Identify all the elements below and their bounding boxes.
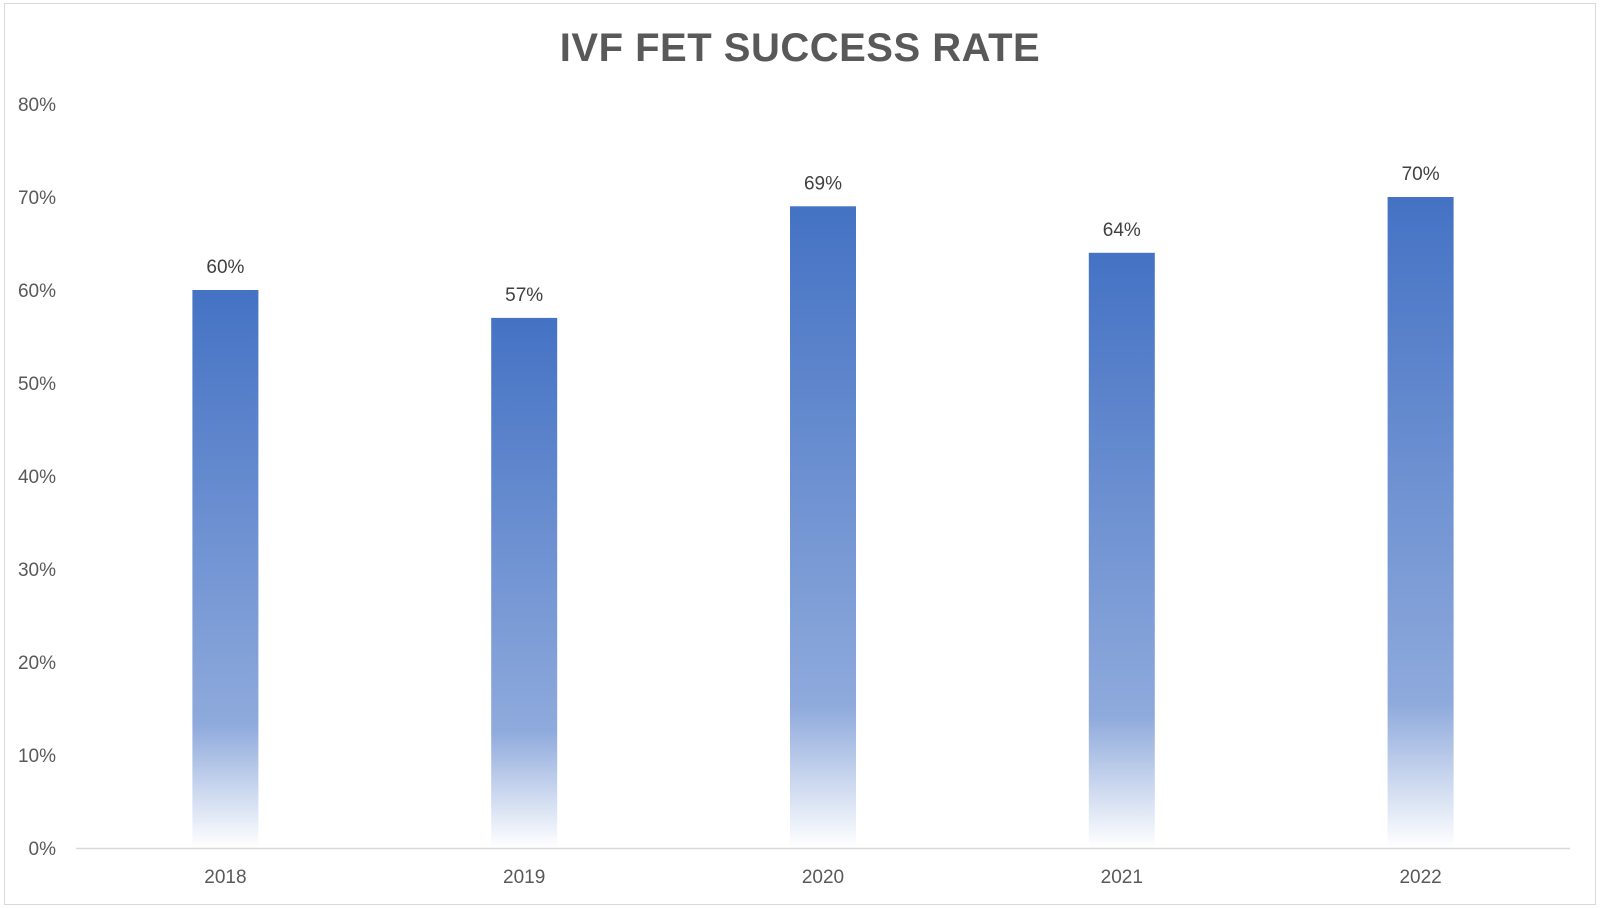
y-tick-label: 70% — [18, 188, 56, 209]
data-labels: 60% 57% 69% 64% 70% — [206, 164, 1439, 306]
y-tick-label: 40% — [18, 467, 56, 488]
data-label: 60% — [206, 257, 244, 278]
x-tick-label: 2019 — [503, 867, 545, 888]
x-tick-label: 2021 — [1101, 867, 1143, 888]
x-axis-tick-labels: 2018 2019 2020 2021 2022 — [204, 867, 1441, 888]
data-label: 57% — [505, 285, 543, 306]
y-tick-label: 20% — [18, 653, 56, 674]
bar-2022 — [1387, 197, 1454, 848]
data-label: 64% — [1103, 220, 1141, 241]
y-tick-label: 10% — [18, 746, 56, 767]
data-label: 69% — [804, 173, 842, 194]
x-tick-label: 2020 — [802, 867, 844, 888]
y-tick-label: 30% — [18, 560, 56, 581]
bar-2020 — [790, 206, 856, 849]
y-tick-label: 80% — [18, 95, 56, 116]
bar-series — [192, 197, 1454, 849]
y-axis-tick-labels: 0% 10% 20% 30% 40% 50% 60% 70% 80% — [18, 95, 56, 860]
x-tick-label: 2022 — [1399, 867, 1441, 888]
y-tick-label: 50% — [18, 374, 56, 395]
x-tick-label: 2018 — [204, 867, 246, 888]
bar-2021 — [1088, 252, 1155, 849]
y-tick-label: 0% — [29, 839, 57, 860]
bar-2019 — [491, 317, 558, 848]
y-tick-label: 60% — [18, 281, 56, 302]
bar-2018 — [192, 290, 259, 848]
data-label: 70% — [1402, 164, 1440, 185]
chart-title: IVF FET SUCCESS RATE — [559, 26, 1041, 70]
